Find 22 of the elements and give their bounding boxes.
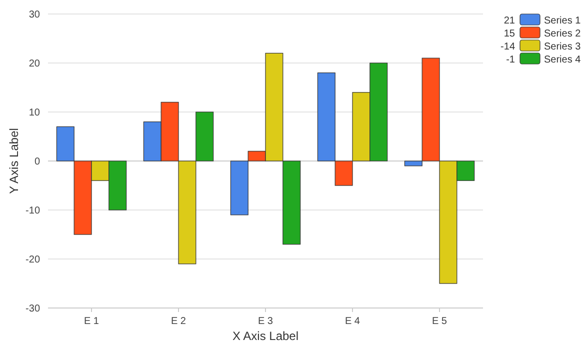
x-tick-label: E 3	[258, 316, 274, 327]
x-tick-label: E 2	[170, 316, 186, 327]
y-tick-label: 10	[28, 108, 40, 118]
text: 15	[504, 28, 516, 40]
y-tick-label: -10	[26, 206, 40, 216]
x-axis-title: X Axis Label	[232, 329, 299, 343]
text: -14	[500, 42, 516, 52]
text: -1	[506, 54, 516, 66]
y-tick-label: 20	[28, 58, 40, 70]
y-tick-label: -30	[26, 304, 40, 314]
legend-label: Series 1	[544, 16, 582, 26]
y-axis-title: Y Axis Label	[7, 128, 21, 194]
y-tick-label: 0	[34, 156, 40, 168]
legend-label: Series 3	[544, 42, 582, 52]
y-tick-label: 30	[28, 10, 40, 20]
legend-label: Series 2	[544, 28, 582, 40]
y-tick-label: -20	[26, 254, 40, 266]
legend-label: Series 4	[544, 54, 582, 66]
text: 21	[504, 16, 516, 26]
x-tick-label: E 1	[84, 316, 100, 327]
x-tick-label: E 5	[432, 316, 448, 327]
x-tick-label: E 4	[344, 316, 360, 327]
